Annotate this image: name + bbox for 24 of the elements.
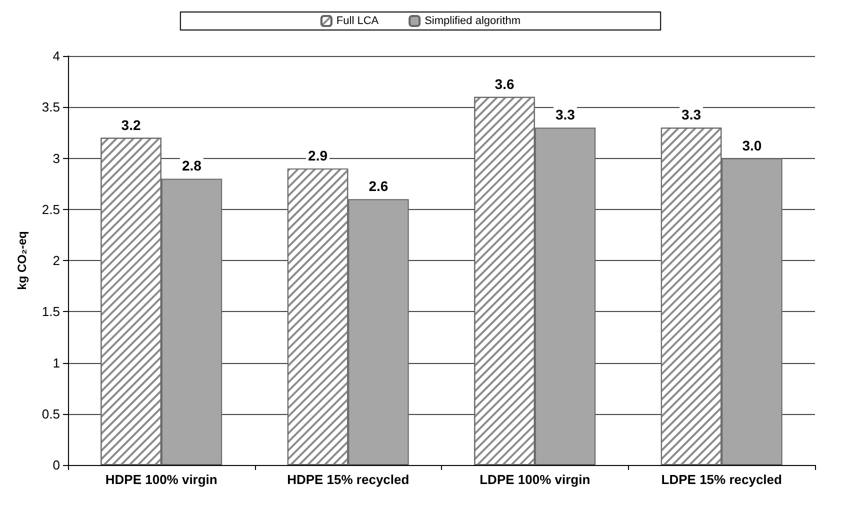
y-tick-label: 2.5: [42, 202, 60, 217]
y-tick-label: 1: [52, 355, 60, 370]
data-label: 3.0: [742, 137, 762, 154]
y-tick-label: 1.5: [42, 304, 60, 320]
data-label: 3.6: [494, 76, 514, 92]
data-label: 3.3: [555, 106, 576, 123]
x-tick-label: HDPE 100% virgin: [105, 472, 218, 487]
y-tick-label: 0.5: [42, 406, 60, 422]
x-tick-label: HDPE 15% recycled: [287, 472, 410, 487]
y-tick-label: 0: [52, 458, 60, 472]
y-tick-label: 3.5: [42, 100, 60, 115]
x-tick-label: LDPE 15% recycled: [661, 472, 782, 487]
x-tick-label: LDPE 100% virgin: [480, 472, 590, 487]
data-label: 2.6: [368, 178, 388, 194]
legend-label: Simplified algorithm: [424, 15, 521, 27]
y-tick-label: 3: [52, 150, 60, 166]
legend-label: Full LCA: [336, 15, 380, 27]
y-axis-title: kg CO₂-eq: [15, 231, 29, 290]
y-tick-label: 4: [52, 48, 60, 64]
data-label: 3.3: [682, 106, 702, 123]
data-label: 3.2: [121, 116, 141, 133]
y-tick-label: 2: [52, 253, 60, 268]
data-label: 2.8: [182, 158, 202, 174]
data-label: 2.9: [308, 147, 328, 164]
